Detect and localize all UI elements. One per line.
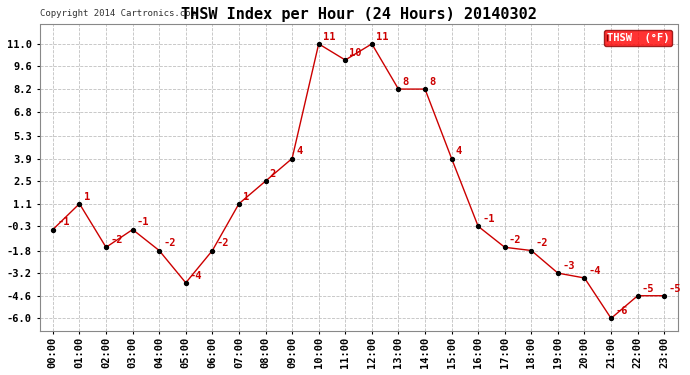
Text: -2: -2 [110,235,123,245]
Point [632,293,643,299]
Legend: THSW  (°F): THSW (°F) [604,30,672,46]
Point [260,178,271,184]
Point [233,201,244,207]
Point [659,293,670,299]
Point [473,223,484,229]
Point [420,86,431,92]
Text: -1: -1 [137,217,149,227]
Text: 4: 4 [296,146,302,156]
Text: 1: 1 [83,192,90,201]
Point [526,248,537,254]
Text: 10: 10 [349,48,362,58]
Point [48,226,59,232]
Text: -2: -2 [217,238,229,248]
Point [393,86,404,92]
Point [207,248,218,254]
Text: -2: -2 [535,238,548,248]
Point [286,156,297,162]
Text: -1: -1 [57,217,70,227]
Point [127,226,138,232]
Text: 1: 1 [243,192,249,201]
Text: 11: 11 [376,32,388,42]
Text: -5: -5 [642,284,654,294]
Text: -1: -1 [482,214,495,224]
Text: -3: -3 [562,261,575,271]
Point [154,248,165,254]
Point [101,244,112,250]
Point [446,156,457,162]
Text: 2: 2 [270,169,276,179]
Point [500,244,511,250]
Text: -5: -5 [669,284,681,294]
Text: 11: 11 [323,32,335,42]
Text: 8: 8 [429,77,435,87]
Text: Copyright 2014 Cartronics.com: Copyright 2014 Cartronics.com [39,9,195,18]
Text: 4: 4 [456,146,462,156]
Point [579,275,590,281]
Text: 8: 8 [402,77,409,87]
Point [606,315,617,321]
Point [180,280,191,286]
Text: -2: -2 [164,238,176,248]
Point [339,57,351,63]
Text: -6: -6 [615,306,628,316]
Point [366,41,377,47]
Text: -4: -4 [589,266,601,276]
Title: THSW Index per Hour (24 Hours) 20140302: THSW Index per Hour (24 Hours) 20140302 [181,7,537,22]
Point [553,270,564,276]
Text: -4: -4 [190,271,202,280]
Point [74,201,85,207]
Point [313,41,324,47]
Text: -2: -2 [509,235,522,245]
